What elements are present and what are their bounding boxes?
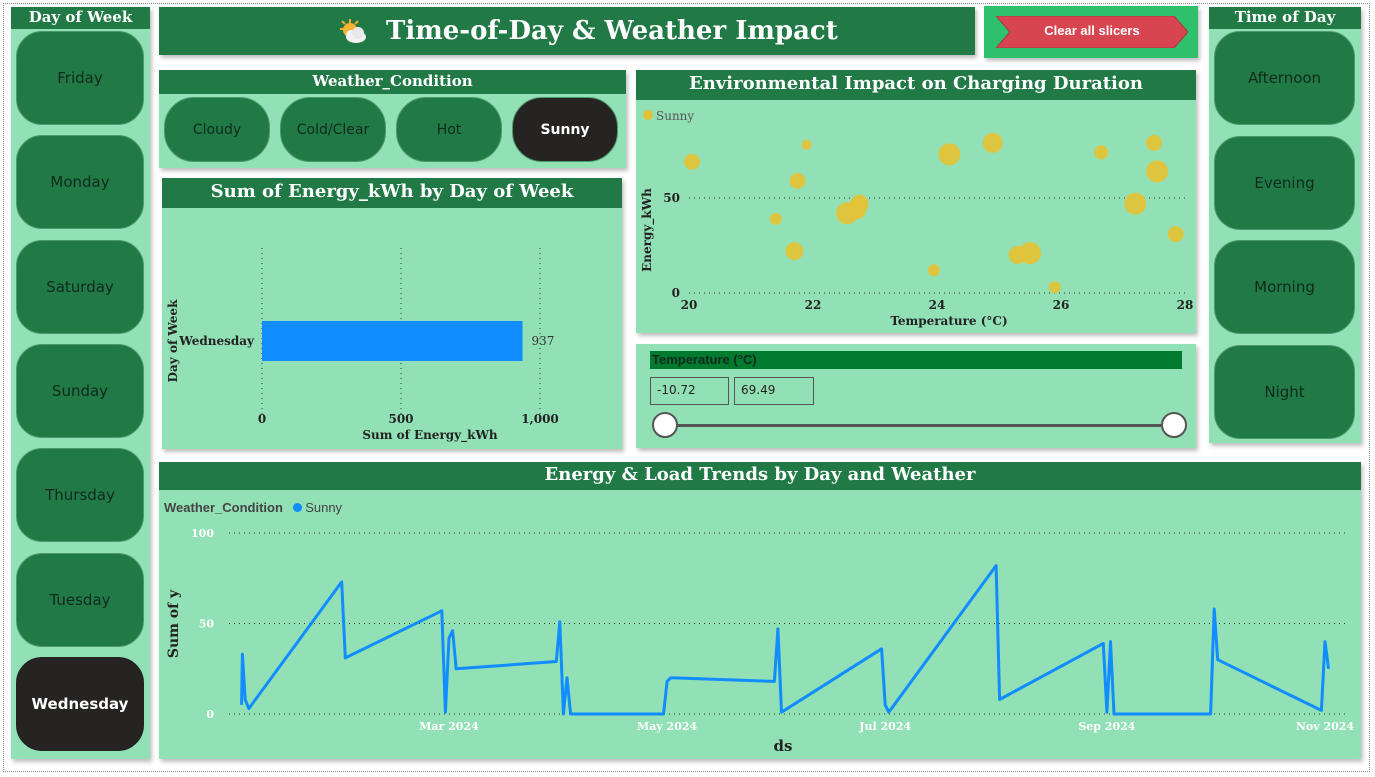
environmental-impact-chart: Environmental Impact on Charging Duratio… [636, 70, 1196, 333]
day-slicer-item-friday[interactable]: Friday [16, 31, 144, 125]
temperature-min-input[interactable]: -10.72 [650, 377, 729, 405]
line-x-tick: Sep 2024 [1078, 720, 1135, 733]
scatter-chart-title: Environmental Impact on Charging Duratio… [636, 70, 1196, 100]
time-slicer-header: Time of Day [1209, 7, 1361, 29]
clear-all-slicers-label: Clear all slicers [1044, 23, 1140, 38]
temperature-slider-min-handle[interactable] [652, 412, 678, 438]
bar-x-tick: 500 [388, 412, 413, 426]
scatter-x-tick: 20 [681, 298, 698, 312]
weather-slicer-header: Weather_Condition [159, 70, 626, 94]
line-x-tick: May 2024 [637, 720, 697, 733]
line-y-tick: 50 [199, 618, 215, 631]
time-slicer-item-night[interactable]: Night [1214, 344, 1355, 439]
page-title: Time-of-Day & Weather Impact [386, 16, 838, 46]
day-slicer-item-tuesday[interactable]: Tuesday [16, 552, 144, 647]
scatter-x-tick: 22 [805, 298, 822, 312]
scatter-point[interactable] [1048, 281, 1061, 294]
sun-cloud-icon [337, 17, 369, 45]
bar-wednesday[interactable] [262, 321, 523, 361]
day-slicer-item-thursday[interactable]: Thursday [16, 448, 144, 543]
scatter-y-tick: 0 [672, 286, 680, 300]
bar-chart-plot: 0 500 1,000 Wednesday 937 Sum of Energy_kWh Da… [166, 248, 559, 443]
bar-x-tick: 0 [258, 412, 266, 426]
scatter-point[interactable] [1146, 134, 1162, 151]
weather-slicer-item-sunny[interactable]: Sunny [512, 97, 618, 162]
scatter-y-axis-label: Energy_kWh [640, 188, 655, 272]
day-slicer-item-sunday[interactable]: Sunday [16, 343, 144, 438]
day-slicer-item-wednesday[interactable]: Wednesday [16, 656, 144, 751]
line-y-axis-label: Sum of y [166, 589, 182, 658]
temperature-slider-track[interactable] [666, 424, 1174, 427]
scatter-x-axis-label: Temperature (°C) [890, 314, 1007, 328]
scatter-point[interactable] [769, 212, 782, 225]
temperature-max-input[interactable]: 69.49 [734, 377, 814, 405]
line-x-tick: Mar 2024 [419, 720, 479, 733]
scatter-point[interactable] [785, 242, 804, 261]
scatter-point[interactable] [1146, 160, 1169, 183]
dashboard-frame [3, 3, 1370, 772]
temperature-slider-max-handle[interactable] [1161, 412, 1187, 438]
line-chart-plot: 0 50 100 Mar 2024 May 2024 Jul 2024 Sep 2024 No… [166, 527, 1355, 755]
scatter-point[interactable] [982, 132, 1003, 153]
scatter-x-tick: 28 [1177, 298, 1194, 312]
bar-x-axis-label: Sum of Energy_kWh [362, 428, 498, 443]
scatter-point[interactable] [684, 153, 701, 170]
line-legend-series: Sunny [305, 500, 343, 515]
time-slicer-item-evening[interactable]: Evening [1214, 135, 1355, 230]
line-series-sunny[interactable] [240, 564, 1331, 716]
line-legend: Weather_Condition Sunny [164, 500, 342, 515]
scatter-point[interactable] [927, 264, 940, 277]
scatter-point[interactable] [938, 143, 961, 166]
scatter-point[interactable] [789, 172, 806, 189]
scatter-point[interactable] [1124, 192, 1147, 215]
line-chart-title: Energy & Load Trends by Day and Weather [159, 462, 1361, 490]
scatter-point[interactable] [801, 139, 812, 150]
energy-by-day-chart: Sum of Energy_kWh by Day of Week 0 500 1,0… [162, 178, 622, 449]
line-x-tick: Jul 2024 [858, 720, 911, 733]
weather-condition-slicer: Weather_Condition Cloudy Cold/Clear Hot Sun… [159, 70, 626, 168]
day-slicer-item-saturday[interactable]: Saturday [16, 239, 144, 334]
scatter-legend-marker [643, 110, 653, 120]
bar-data-label: 937 [531, 334, 554, 348]
scatter-chart-plot: Sunny 0 50 20 22 24 26 28 Temperature (°C) Energy… [640, 109, 1194, 328]
clear-all-slicers-button[interactable]: Clear all slicers [996, 16, 1188, 48]
line-x-tick: Nov 2024 [1296, 720, 1355, 733]
bar-category-label: Wednesday [178, 334, 255, 348]
weather-slicer-item-cold-clear[interactable]: Cold/Clear [280, 97, 386, 162]
day-slicer-header: Day of Week [11, 7, 150, 29]
scatter-x-tick: 24 [929, 298, 946, 312]
scatter-legend-label: Sunny [656, 109, 694, 123]
energy-load-trends-chart: Energy & Load Trends by Day and Weather … [159, 462, 1361, 759]
bar-chart-title: Sum of Energy_kWh by Day of Week [162, 178, 622, 208]
line-y-tick: 0 [206, 708, 214, 721]
weather-slicer-item-cloudy[interactable]: Cloudy [164, 97, 270, 162]
scatter-point[interactable] [1019, 242, 1041, 265]
time-slicer-item-afternoon[interactable]: Afternoon [1214, 31, 1355, 125]
scatter-point[interactable] [1094, 145, 1109, 160]
scatter-point[interactable] [850, 194, 869, 213]
line-y-tick: 100 [191, 527, 214, 540]
clear-slicers-container: Clear all slicers [984, 6, 1198, 58]
page-title-banner: Time-of-Day & Weather Impact [159, 7, 975, 55]
time-of-day-slicer: Time of Day Afternoon Evening Morning Night [1209, 7, 1361, 443]
bar-y-axis-label: Day of Week [166, 299, 180, 382]
legend-marker [292, 503, 302, 512]
time-slicer-item-morning[interactable]: Morning [1214, 240, 1355, 334]
weather-slicer-item-hot[interactable]: Hot [396, 97, 502, 162]
bar-x-tick: 1,000 [521, 412, 559, 426]
day-slicer-item-monday[interactable]: Monday [16, 135, 144, 230]
temperature-slicer-header: Temperature (°C) [650, 351, 1182, 369]
day-of-week-slicer: Day of Week Friday Monday Saturday Sunday Th… [11, 7, 150, 759]
temperature-slicer: Temperature (°C) -10.72 69.49 [636, 344, 1196, 448]
scatter-x-tick: 26 [1053, 298, 1070, 312]
line-x-axis-label: ds [774, 737, 793, 755]
scatter-point[interactable] [1167, 226, 1184, 243]
scatter-y-tick: 50 [663, 191, 680, 205]
line-legend-title: Weather_Condition [164, 500, 283, 515]
